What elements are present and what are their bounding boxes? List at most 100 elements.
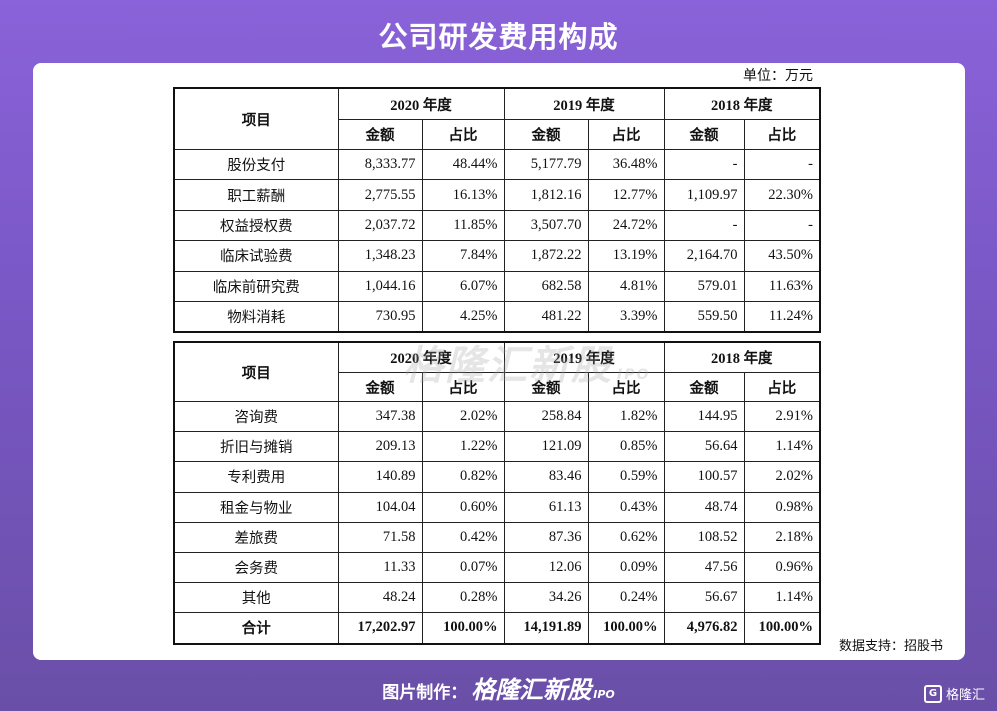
ratio-cell: 12.77% <box>587 179 665 211</box>
row-item-label: 会务费 <box>173 551 339 584</box>
table-row: 临床试验费 1,348.23 7.84% 1,872.22 13.19% 2,164.70… <box>173 240 821 272</box>
ratio-cell: 2.91% <box>743 400 821 433</box>
corner-logo: G 格隆汇 <box>923 684 985 703</box>
table-body: 咨询费 347.38 2.02% 258.84 1.82% 144.95 2.91% 折旧与摊… <box>173 400 821 644</box>
amount-cell: 1,044.16 <box>337 270 423 302</box>
header-amount: 金额 <box>503 372 589 402</box>
ratio-cell: 4.25% <box>421 300 505 333</box>
header-ratio: 占比 <box>743 119 821 150</box>
row-item-label: 物料消耗 <box>173 300 339 333</box>
amount-cell: 14,191.89 <box>503 612 589 644</box>
footer-credit: 图片制作： 格隆汇新股 IPO <box>0 670 997 705</box>
unit-label: 单位：万元 <box>743 68 813 84</box>
amount-cell: 2,775.55 <box>337 179 423 211</box>
amount-cell: - <box>663 148 745 181</box>
amount-cell: 48.24 <box>337 582 423 614</box>
row-item-label: 临床试验费 <box>173 240 339 272</box>
ratio-cell: 0.07% <box>421 551 505 584</box>
ratio-cell: 2.02% <box>421 400 505 433</box>
header-year-2020: 2020 年度 <box>337 341 505 373</box>
ratio-cell: 0.96% <box>743 551 821 584</box>
ratio-cell: - <box>743 148 821 181</box>
table-row: 其他 48.24 0.28% 34.26 0.24% 56.67 1.14% <box>173 582 821 614</box>
ratio-cell: 0.60% <box>421 491 505 523</box>
ratio-cell: 0.59% <box>587 461 665 493</box>
amount-cell: 34.26 <box>503 582 589 614</box>
header-amount: 金额 <box>663 119 745 150</box>
header-year-2018: 2018 年度 <box>663 87 821 120</box>
row-item-label: 合计 <box>173 612 339 644</box>
amount-cell: 682.58 <box>503 270 589 302</box>
logo-icon: G <box>923 684 942 703</box>
ratio-cell: 0.98% <box>743 491 821 523</box>
ratio-cell: 1.14% <box>743 582 821 614</box>
table-row: 差旅费 71.58 0.42% 87.36 0.62% 108.52 2.18% <box>173 521 821 553</box>
amount-cell: 209.13 <box>337 431 423 463</box>
amount-cell: 140.89 <box>337 461 423 493</box>
footer-brand: 格隆汇新股 <box>471 676 592 704</box>
table-row: 会务费 11.33 0.07% 12.06 0.09% 47.56 0.96% <box>173 551 821 584</box>
amount-cell: 730.95 <box>337 300 423 333</box>
ratio-cell: 7.84% <box>421 240 505 272</box>
row-item-label: 股份支付 <box>173 148 339 181</box>
page-title: 公司研发费用构成 <box>378 20 619 54</box>
ratio-cell: 4.81% <box>587 270 665 302</box>
ratio-cell: 100.00% <box>421 612 505 644</box>
ratio-cell: 0.62% <box>587 521 665 553</box>
amount-cell: 17,202.97 <box>337 612 423 644</box>
table-row: 咨询费 347.38 2.02% 258.84 1.82% 144.95 2.91% <box>173 400 821 433</box>
header-amount: 金额 <box>337 372 423 402</box>
table-body: 股份支付 8,333.77 48.44% 5,177.79 36.48% - - 职工薪酬 2,… <box>173 148 821 333</box>
header-amount: 金额 <box>663 372 745 402</box>
row-item-label: 折旧与摊销 <box>173 431 339 463</box>
amount-cell: 1,872.22 <box>503 240 589 272</box>
data-source: 数据支持：招股书 <box>838 639 943 654</box>
row-item-label: 租金与物业 <box>173 491 339 523</box>
rd-expense-table-part2: 项目 2020 年度 2019 年度 2018 年度 金额 占比 金额 占比 金… <box>173 341 821 645</box>
header-year-2019: 2019 年度 <box>503 341 665 373</box>
ratio-cell: 0.82% <box>421 461 505 493</box>
amount-cell: 347.38 <box>337 400 423 433</box>
table-row: 股份支付 8,333.77 48.44% 5,177.79 36.48% - - <box>173 148 821 181</box>
amount-cell: 56.64 <box>663 431 745 463</box>
amount-cell: 8,333.77 <box>337 148 423 181</box>
ratio-cell: 0.09% <box>587 551 665 584</box>
ratio-cell: 43.50% <box>743 240 821 272</box>
row-item-label: 临床前研究费 <box>173 270 339 302</box>
amount-cell: 104.04 <box>337 491 423 523</box>
ratio-cell: 24.72% <box>587 209 665 242</box>
header-item: 项目 <box>173 341 339 402</box>
ratio-cell: 2.02% <box>743 461 821 493</box>
amount-cell: 1,109.97 <box>663 179 745 211</box>
amount-cell: 481.22 <box>503 300 589 333</box>
ratio-cell: 100.00% <box>743 612 821 644</box>
ratio-cell: 3.39% <box>587 300 665 333</box>
amount-cell: 559.50 <box>663 300 745 333</box>
footer-label: 图片制作： <box>382 683 468 703</box>
row-item-label: 咨询费 <box>173 400 339 433</box>
table-total-row: 合计 17,202.97 100.00% 14,191.89 100.00% 4,976.… <box>173 612 821 644</box>
ratio-cell: 11.24% <box>743 300 821 333</box>
amount-cell: 4,976.82 <box>663 612 745 644</box>
header-ratio: 占比 <box>421 372 505 402</box>
amount-cell: 2,164.70 <box>663 240 745 272</box>
ratio-cell: 11.85% <box>421 209 505 242</box>
table-row: 租金与物业 104.04 0.60% 61.13 0.43% 48.74 0.98% <box>173 491 821 523</box>
row-item-label: 职工薪酬 <box>173 179 339 211</box>
header-amount: 金额 <box>503 119 589 150</box>
amount-cell: 258.84 <box>503 400 589 433</box>
ratio-cell: - <box>743 209 821 242</box>
amount-cell: 100.57 <box>663 461 745 493</box>
table-row: 职工薪酬 2,775.55 16.13% 1,812.16 12.77% 1,109.97… <box>173 179 821 211</box>
amount-cell: 71.58 <box>337 521 423 553</box>
amount-cell: 2,037.72 <box>337 209 423 242</box>
row-item-label: 差旅费 <box>173 521 339 553</box>
table-row: 物料消耗 730.95 4.25% 481.22 3.39% 559.50 11.24% <box>173 300 821 333</box>
amount-cell: 1,812.16 <box>503 179 589 211</box>
ratio-cell: 0.85% <box>587 431 665 463</box>
amount-cell: 108.52 <box>663 521 745 553</box>
header-year-2019: 2019 年度 <box>503 87 665 120</box>
header-ratio: 占比 <box>421 119 505 150</box>
header-ratio: 占比 <box>743 372 821 402</box>
header-year-2018: 2018 年度 <box>663 341 821 373</box>
